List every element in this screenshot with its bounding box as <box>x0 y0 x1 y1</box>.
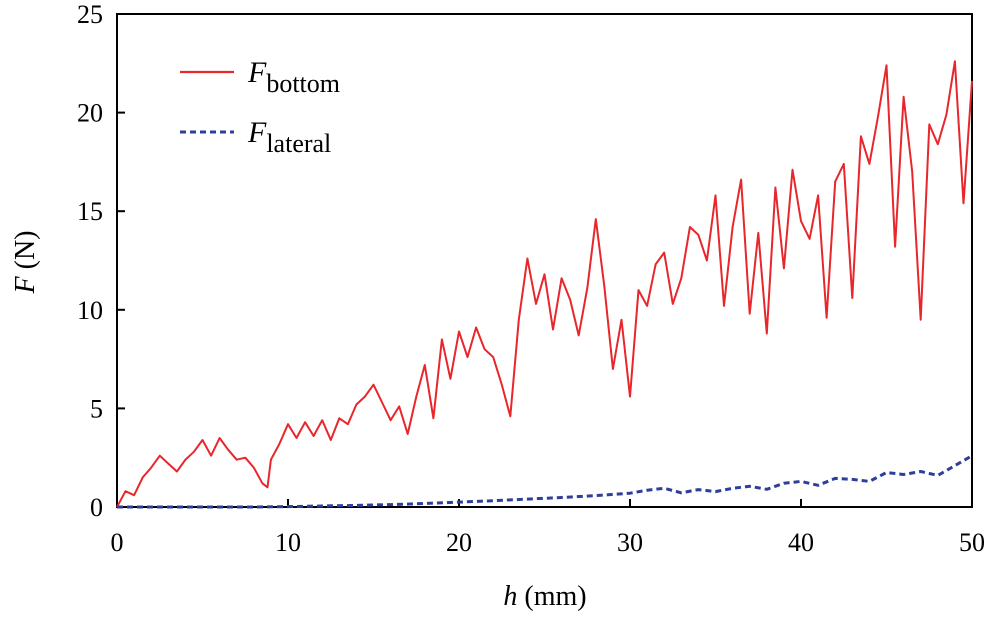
y-tick-label: 15 <box>77 197 103 226</box>
y-tick-label: 20 <box>77 99 103 128</box>
y-axis-label: F (N) <box>10 231 41 295</box>
series-line-lateral <box>117 454 973 509</box>
legend-label-bottom: Fbottom <box>247 56 340 98</box>
y-tick-label: 10 <box>77 296 103 325</box>
legend-label-lateral: Flateral <box>247 116 331 158</box>
series-line-bottom <box>116 60 973 508</box>
x-tick-label: 0 <box>111 528 124 557</box>
x-tick-label: 10 <box>275 528 301 557</box>
y-tick-label: 0 <box>90 493 103 522</box>
plot-area <box>116 13 973 508</box>
x-tick-label: 40 <box>788 528 814 557</box>
x-axis-label: h (mm) <box>503 581 586 612</box>
legend: Fbottom Flateral <box>180 56 340 158</box>
x-tick-label: 50 <box>959 528 985 557</box>
x-tick-label: 20 <box>446 528 472 557</box>
y-tick-label: 5 <box>90 394 103 423</box>
x-tick-label: 30 <box>617 528 643 557</box>
y-tick-label: 25 <box>77 0 103 29</box>
